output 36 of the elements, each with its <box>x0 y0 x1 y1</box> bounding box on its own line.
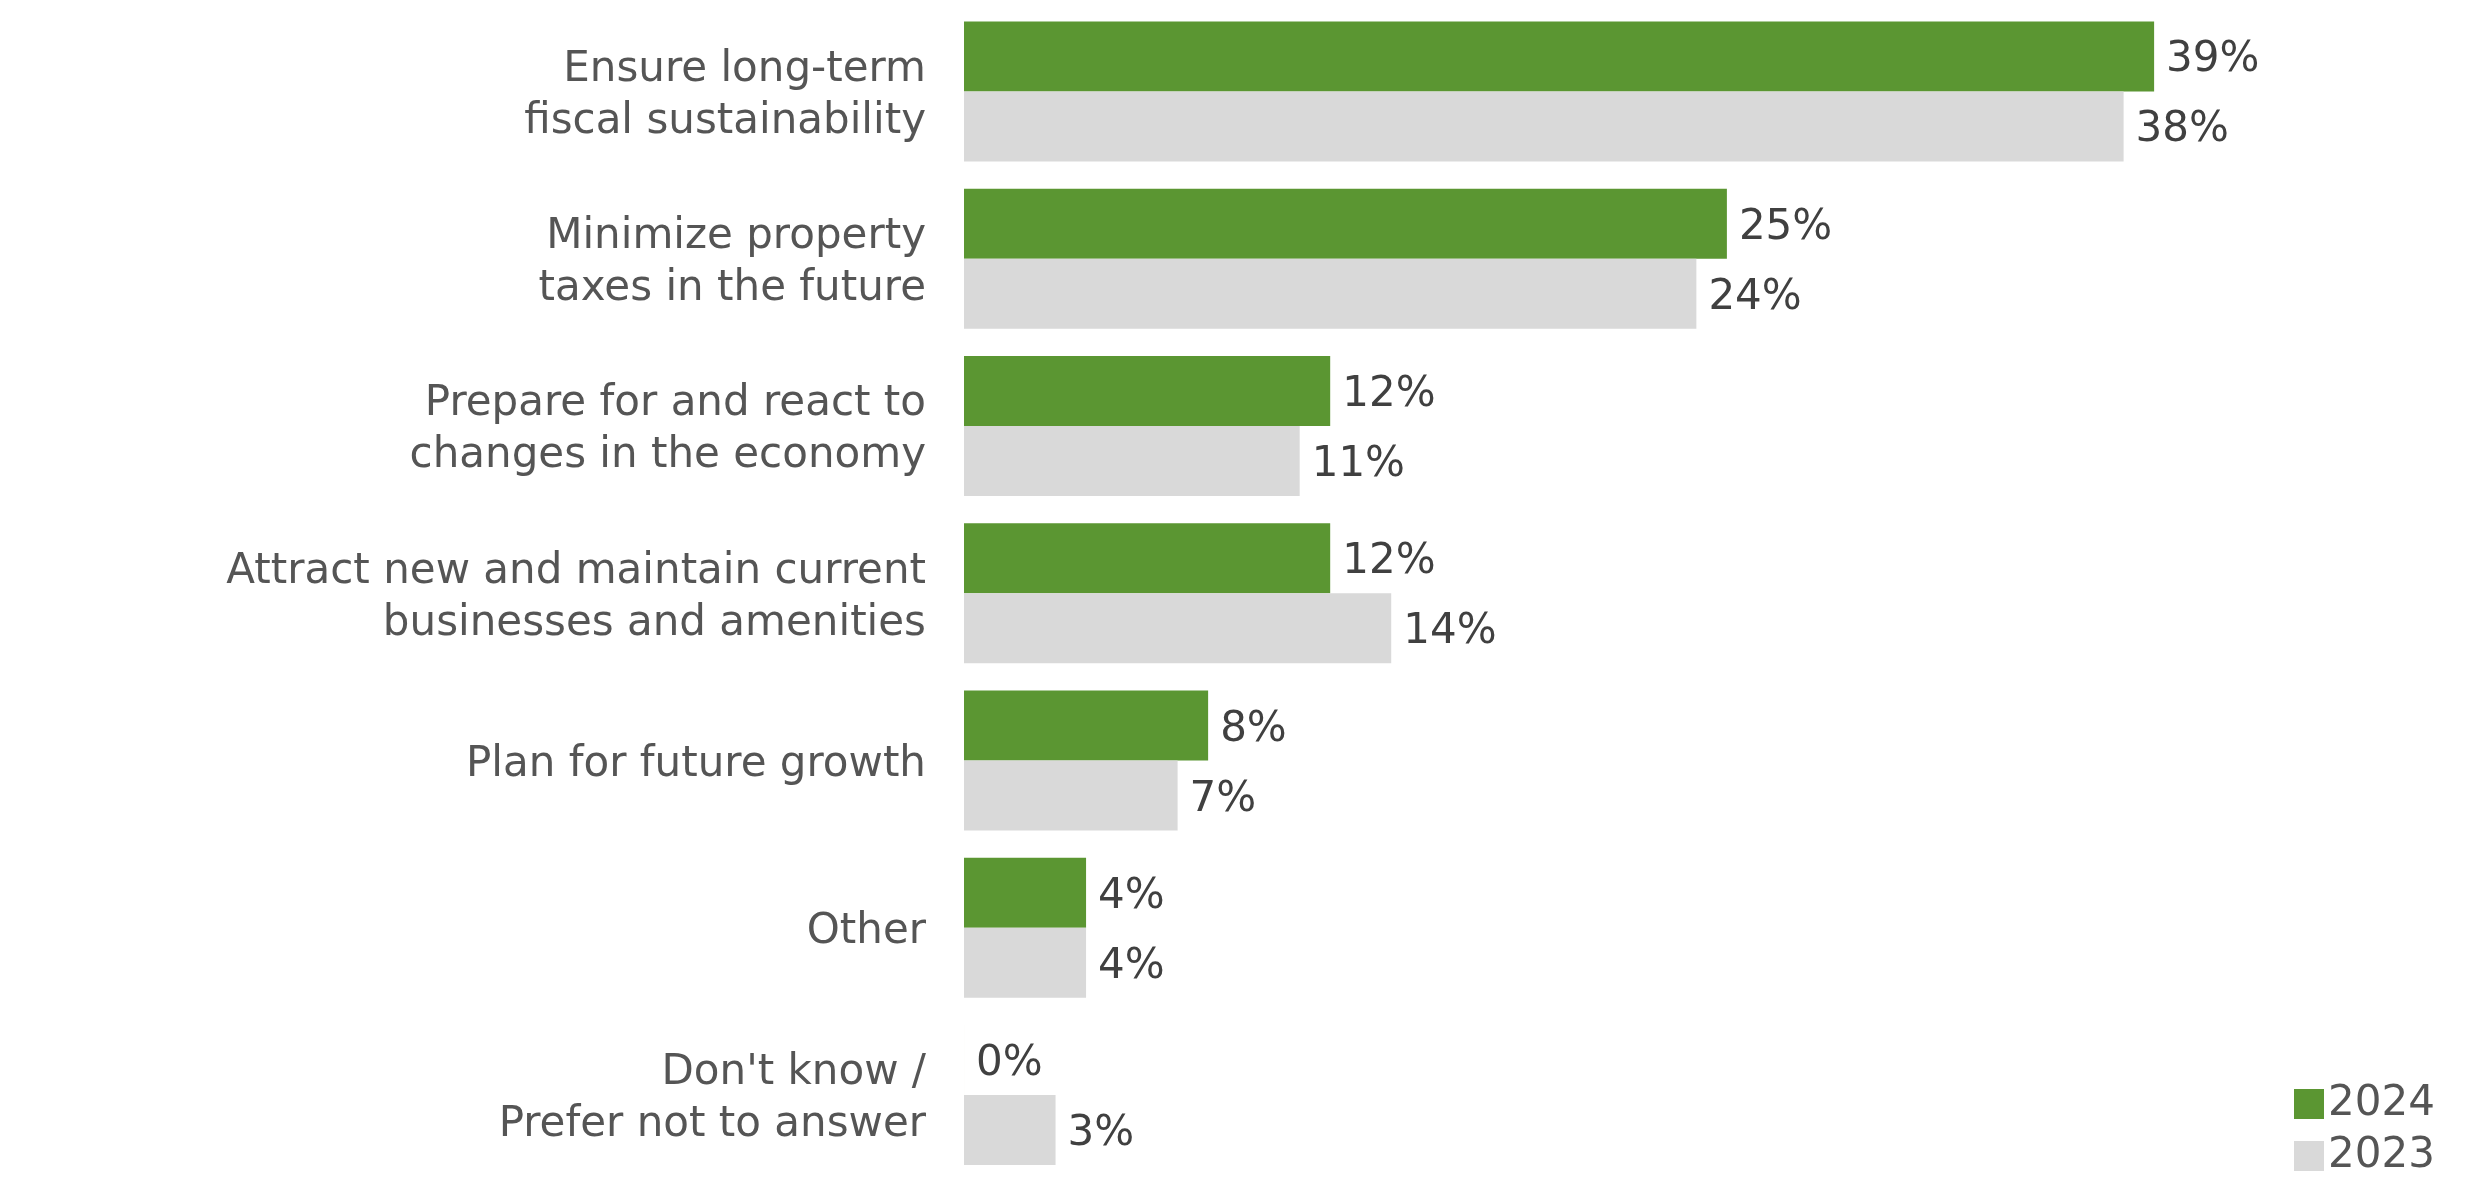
data-label: 7% <box>1189 771 1257 821</box>
data-label: 3% <box>1067 1106 1135 1156</box>
data-label: 4% <box>1098 868 1165 918</box>
data-label: 12% <box>1342 534 1436 584</box>
y-tick-label: Plan for future growth <box>466 736 926 786</box>
data-label: 14% <box>1403 604 1497 654</box>
data-label: 11% <box>1311 436 1406 486</box>
bar <box>964 690 1209 761</box>
bar <box>964 355 1331 426</box>
y-tick-label: Prepare for and react to changes in the economy <box>409 376 926 478</box>
data-label: 0% <box>976 1036 1043 1086</box>
data-label: 8% <box>1220 701 1287 751</box>
data-label: 25% <box>1738 199 1833 249</box>
bar <box>964 21 2155 92</box>
bar <box>964 91 2124 162</box>
data-label: 39% <box>2166 32 2260 82</box>
data-label: 38% <box>2135 102 2229 152</box>
y-tick-label: Ensure long-term fiscal sustainability <box>524 41 926 143</box>
data-label: 12% <box>1342 366 1436 416</box>
y-tick-label: Attract new and maintain current businesses and amenities <box>226 543 926 645</box>
bar <box>964 425 1300 496</box>
bar <box>964 1095 1056 1166</box>
bar <box>964 760 1178 831</box>
legend-label: 2023 <box>2328 1128 2435 1177</box>
bar <box>964 927 1087 998</box>
y-tick-label: Don't know / Prefer not to answer <box>498 1045 927 1147</box>
legend-label: 2024 <box>2328 1076 2435 1125</box>
bar <box>964 258 1697 329</box>
bar <box>964 188 1727 259</box>
bar <box>964 857 1087 928</box>
y-tick-label: Other <box>806 904 927 954</box>
data-label: 24% <box>1708 269 1802 319</box>
data-label: 4% <box>1098 938 1165 988</box>
y-tick-label: Minimize property taxes in the future <box>538 208 926 310</box>
bar <box>964 523 1331 594</box>
bar <box>964 593 1392 664</box>
